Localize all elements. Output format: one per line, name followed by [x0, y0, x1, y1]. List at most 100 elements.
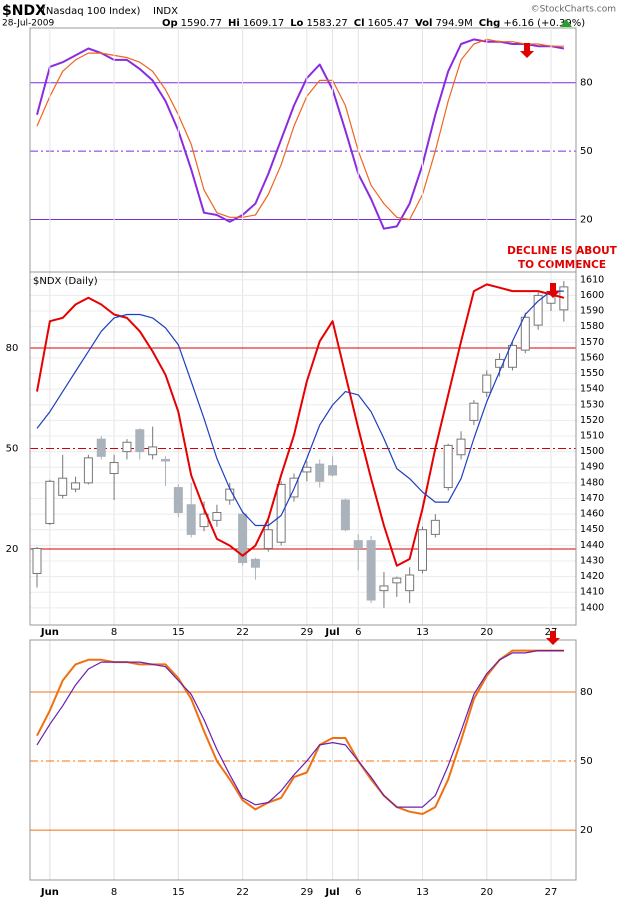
candle-body: [96, 438, 106, 457]
y-tick-label: 1400: [580, 602, 604, 613]
candle-body: [263, 529, 273, 549]
x-tick-label: Jun: [40, 627, 59, 638]
stat-value: +6.16 (+0.39%): [503, 18, 585, 29]
candle-body: [507, 344, 517, 368]
stat-value: 1609.17: [243, 18, 284, 29]
x-tick-label: 29: [300, 887, 313, 898]
candle-body: [328, 465, 338, 476]
y-tick-label: 1500: [580, 446, 604, 457]
exchange: INDX: [153, 6, 178, 17]
candle-body: [456, 438, 466, 456]
y-tick-label: 20: [580, 825, 593, 836]
panel-frame: [29, 271, 577, 626]
y-tick-label: 20: [6, 544, 19, 555]
candle-body: [469, 402, 479, 421]
y-tick-label: 1520: [580, 415, 604, 426]
y-tick-label: 1480: [580, 477, 604, 488]
candle-body: [340, 499, 350, 531]
stat-label: Chg: [479, 18, 501, 29]
arrow: [546, 283, 560, 298]
arrow: [520, 43, 534, 58]
candle-body: [482, 374, 492, 393]
stat-label: Vol: [415, 18, 433, 29]
x-tick-label: 13: [416, 627, 429, 638]
x-tick-label: 29: [300, 627, 313, 638]
candle-body: [430, 519, 440, 535]
y-tick-label: 1530: [580, 399, 604, 410]
panel-title: $NDX (Daily): [33, 276, 98, 287]
candle-body: [315, 463, 325, 482]
candle-body: [443, 444, 453, 489]
y-tick-label: 1460: [580, 509, 604, 520]
x-tick-label: 20: [480, 627, 493, 638]
y-tick-label: 50: [6, 444, 19, 455]
stat-label: Cl: [354, 18, 365, 29]
indicator-line: [36, 290, 564, 527]
candle-body: [559, 286, 569, 311]
candle-body: [405, 574, 415, 592]
annotation: DECLINE IS ABOUT: [507, 245, 618, 257]
y-tick-label: 1570: [580, 337, 604, 348]
candle-body: [379, 585, 389, 592]
y-tick-label: 1510: [580, 431, 604, 442]
y-tick-label: 1490: [580, 462, 604, 473]
candle-body: [392, 577, 402, 584]
candle-body: [173, 487, 183, 514]
arrow: [546, 631, 560, 645]
candle-body: [148, 446, 158, 456]
stat-value: 794.9M: [435, 18, 472, 29]
date: 28-Jul-2009: [2, 19, 54, 29]
symbol: $NDX: [2, 3, 46, 19]
y-tick-label: 1600: [580, 290, 604, 301]
y-tick-label: 1450: [580, 524, 604, 535]
candle-body: [71, 482, 81, 490]
stat-value: 1605.47: [368, 18, 409, 29]
y-tick-label: 1610: [580, 274, 604, 285]
stats: Op 1590.77 Hi 1609.17 Lo 1583.27 Cl 1605.47 Vol 7…: [162, 18, 585, 29]
candle-body: [135, 429, 145, 453]
candle-body: [276, 483, 286, 543]
x-tick-label: 8: [111, 627, 117, 638]
stat-label: Op: [162, 18, 178, 29]
x-tick-label: 20: [480, 887, 493, 898]
candle-body: [302, 466, 312, 473]
stat-value: 1583.27: [306, 18, 347, 29]
change-up-icon: [560, 19, 572, 27]
candle-body: [212, 512, 222, 521]
indicator-line: [36, 38, 565, 230]
y-tick-label: 80: [580, 78, 593, 89]
stat-label: Lo: [290, 18, 303, 29]
annotation: TO COMMENCE: [518, 259, 606, 271]
candle-body: [161, 458, 170, 462]
source: ©StockCharts.com: [531, 5, 616, 15]
candle-body: [32, 547, 42, 574]
y-tick-label: 20: [580, 215, 593, 226]
y-tick-label: 1410: [580, 587, 604, 598]
x-tick-label: Jul: [324, 887, 339, 898]
y-tick-label: 50: [580, 146, 593, 157]
candle-body: [83, 457, 93, 484]
x-tick-label: 6: [355, 627, 361, 638]
candle-body: [366, 540, 376, 601]
y-tick-label: 1580: [580, 321, 604, 332]
y-tick-label: 80: [6, 343, 19, 354]
candle-body: [122, 441, 132, 453]
stat-label: Hi: [228, 18, 240, 29]
y-tick-label: 1440: [580, 540, 604, 551]
x-tick-label: 15: [172, 887, 185, 898]
y-tick-label: 1550: [580, 368, 604, 379]
x-tick-label: 6: [355, 887, 361, 898]
candle-body: [418, 529, 427, 571]
candle-body: [109, 462, 119, 474]
y-tick-label: 1590: [580, 306, 604, 317]
candle-body: [186, 504, 196, 535]
x-tick-label: Jul: [324, 627, 339, 638]
y-tick-label: 1560: [580, 352, 604, 363]
y-tick-label: 50: [580, 756, 593, 767]
candle-body: [250, 558, 260, 568]
x-tick-label: 22: [236, 627, 249, 638]
y-tick-label: 1420: [580, 571, 604, 582]
indicator-line: [36, 283, 565, 567]
candle-body: [520, 316, 530, 351]
